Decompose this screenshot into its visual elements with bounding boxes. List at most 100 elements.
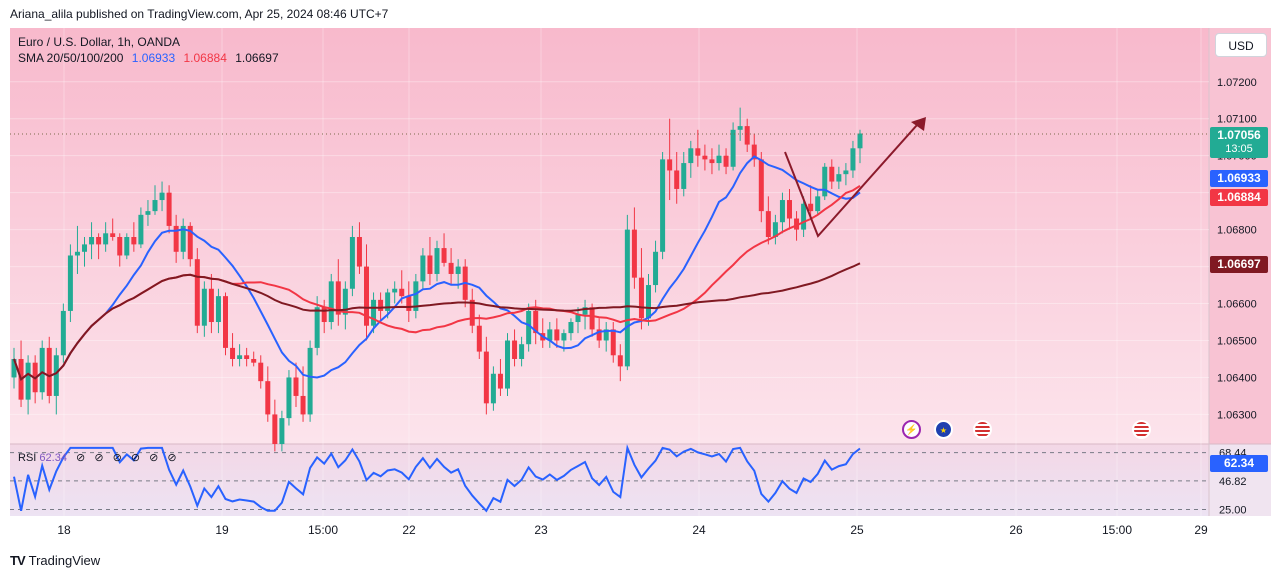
candle-body: [46, 347, 52, 396]
candle-body: [702, 155, 708, 160]
candle-body: [117, 237, 123, 256]
candle-body: [631, 229, 637, 278]
candle-body: [335, 281, 341, 315]
candle-body: [638, 277, 644, 319]
rsi-pane-background: [10, 444, 1209, 516]
candle-body: [681, 163, 687, 189]
candle-body: [561, 333, 567, 341]
sma20-price-tag: 1.06933: [1210, 170, 1268, 187]
candle-body: [617, 355, 623, 367]
candle-body: [469, 299, 475, 326]
candle-body: [60, 310, 66, 356]
candle-body: [674, 170, 680, 189]
lightning-event-icon[interactable]: ⚡: [902, 420, 921, 439]
candle-body: [279, 418, 285, 444]
candle-body: [74, 251, 80, 256]
x-tick-label: 15:00: [308, 523, 338, 537]
candle-body: [89, 237, 95, 245]
x-tick-label: 26: [1009, 523, 1023, 537]
rsi-level-label: 25.00: [1219, 504, 1247, 516]
candle-body: [723, 155, 729, 167]
candle-body: [857, 133, 863, 149]
candle-body: [286, 377, 292, 419]
last-price-tag: 1.07056 13:05: [1210, 127, 1268, 158]
sma100-line: [13, 262, 861, 381]
x-tick-label: 24: [692, 523, 706, 537]
eu-flag-event-icon[interactable]: ★: [934, 420, 953, 439]
candle-body: [138, 214, 144, 245]
candle-body: [575, 314, 581, 323]
us-flag-event-icon[interactable]: [973, 420, 992, 439]
sma100-price-tag: 1.06697: [1210, 256, 1268, 273]
candle-body: [258, 362, 264, 382]
candle-body: [201, 288, 207, 326]
candle-body: [850, 148, 856, 171]
currency-button[interactable]: USD: [1215, 33, 1267, 57]
candle-body: [772, 222, 778, 237]
sma20-legend-value: 1.06933: [131, 51, 176, 65]
rsi-level-label: 46.82: [1219, 476, 1247, 488]
x-tick-label: 25: [850, 523, 864, 537]
sma50-legend-value: 1.06884: [183, 51, 227, 65]
us-flag-event-icon[interactable]: [1132, 420, 1151, 439]
candle-body: [237, 355, 243, 359]
x-tick-label: 22: [402, 523, 416, 537]
y-tick-label: 1.06500: [1217, 336, 1257, 348]
candle-body: [328, 281, 334, 323]
candle-body: [230, 347, 236, 359]
sma-legend: SMA 20/50/100/200 1.06933 1.06884 1.0669…: [18, 51, 284, 65]
rsi-line: [13, 444, 861, 513]
candle-body: [11, 358, 17, 378]
candle-body: [25, 362, 31, 400]
candle-body: [709, 159, 715, 164]
candle-body: [349, 237, 355, 289]
candle-body: [815, 196, 821, 212]
candle-body: [822, 166, 828, 197]
candle-body: [490, 373, 496, 404]
candle-body: [751, 144, 757, 160]
candle-body: [103, 233, 109, 245]
candle-body: [364, 266, 369, 326]
candle-body: [667, 159, 673, 171]
candle-body: [124, 237, 130, 256]
candle-body: [265, 381, 271, 415]
candle-body: [342, 288, 348, 315]
price-axis-background: [1209, 28, 1271, 444]
candle-body: [152, 200, 158, 212]
candle-body: [582, 307, 588, 315]
candle-body: [448, 262, 454, 274]
candle-body: [801, 203, 807, 230]
drawn-pattern-line: [784, 124, 918, 238]
x-tick-label: 29: [1194, 523, 1208, 537]
candle-body: [688, 148, 694, 164]
candle-body: [251, 358, 257, 363]
candle-body: [194, 259, 200, 326]
tradingview-logo[interactable]: TV TradingView: [10, 553, 101, 568]
candle-body: [695, 148, 701, 156]
rsi-value-tag: 62.34: [1210, 455, 1268, 472]
candle-body: [808, 203, 814, 212]
x-tick-label: 15:00: [1102, 523, 1132, 537]
candle-body: [434, 248, 440, 274]
y-tick-label: 1.06800: [1217, 225, 1257, 237]
last-price-value: 1.07056: [1217, 128, 1261, 142]
candle-body: [660, 159, 666, 252]
candle-body: [420, 255, 426, 282]
candle-body: [371, 299, 377, 326]
candle-body: [476, 325, 482, 352]
y-tick-label: 1.06300: [1217, 409, 1257, 421]
candle-body: [110, 233, 116, 237]
candle-body: [173, 225, 179, 252]
candle-body: [300, 395, 306, 415]
candle-body: [794, 218, 800, 230]
candle-body: [321, 307, 327, 323]
candle-body: [653, 251, 659, 286]
candle-body: [765, 211, 771, 237]
candle-body: [39, 347, 45, 393]
candle-body: [744, 126, 750, 145]
candle-body: [455, 266, 461, 274]
published-by-text: Ariana_alila published on TradingView.co…: [10, 7, 389, 21]
y-tick-label: 1.06400: [1217, 372, 1257, 384]
candle-body: [413, 281, 419, 311]
